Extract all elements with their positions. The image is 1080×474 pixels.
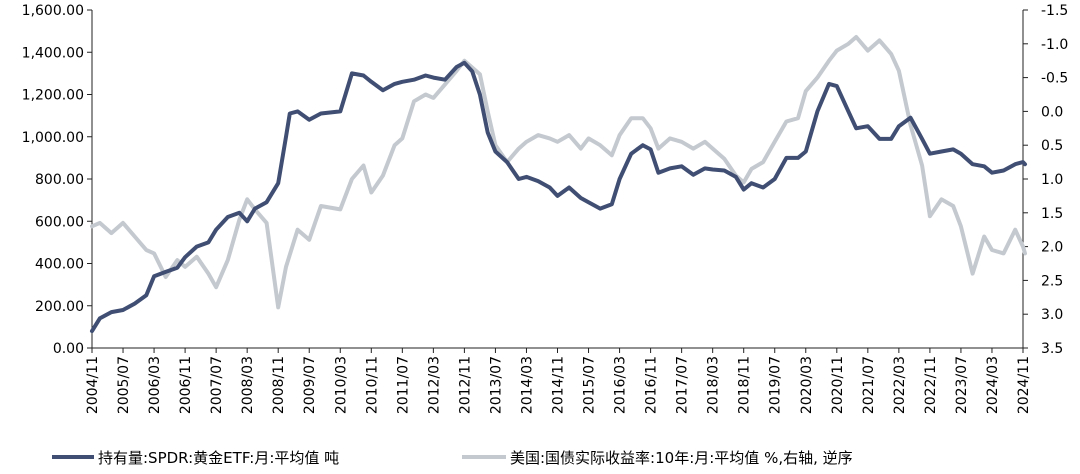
right-tick-label: 3.0 [1041, 307, 1063, 323]
x-tick-label: 2004/11 [85, 356, 101, 414]
x-tick-label: 2005/07 [116, 356, 132, 414]
x-tick-label: 2008/03 [240, 356, 256, 414]
x-tick-label: 2010/11 [364, 356, 380, 414]
x-tick-label: 2022/03 [892, 356, 908, 414]
x-tick-label: 2021/07 [861, 356, 877, 414]
right-tick-label: -0.5 [1041, 71, 1068, 87]
x-tick-label: 2023/07 [954, 356, 970, 414]
x-tick-label: 2009/07 [302, 356, 318, 414]
x-tick-label: 2020/03 [799, 356, 815, 414]
x-tick-label: 2014/03 [519, 356, 535, 414]
x-tick-label: 2012/11 [457, 356, 473, 414]
right-tick-label: 0.0 [1041, 104, 1063, 120]
x-tick-label: 2006/03 [147, 356, 163, 414]
plot-area: 0.00 200.00 400.00 600.00 800.00 1,000.00 1,20… [22, 3, 1069, 414]
left-tick-label: 200.00 [35, 299, 84, 315]
x-tick-label: 2012/03 [426, 356, 442, 414]
x-tick-label: 2014/11 [551, 356, 567, 414]
legend-label-gold: 持有量:SPDR:黄金ETF:月:平均值 吨 [98, 449, 339, 467]
left-tick-label: 1,600.00 [22, 3, 84, 19]
x-tick-label: 2013/07 [488, 356, 504, 414]
legend: 持有量:SPDR:黄金ETF:月:平均值 吨 美国:国债实际收益率:10年:月:… [52, 449, 853, 467]
x-tick-label: 2011/07 [395, 356, 411, 414]
x-tick-label: 2018/03 [706, 356, 722, 414]
right-tick-label: 1.0 [1041, 172, 1063, 188]
right-tick-label: 3.5 [1041, 341, 1063, 357]
x-tick-label: 2019/07 [768, 356, 784, 414]
left-tick-label: 800.00 [35, 172, 84, 188]
x-tick-label: 2010/03 [333, 356, 349, 414]
left-tick-label: 1,200.00 [22, 88, 84, 104]
series-line-us-10y-real-yield [90, 35, 1027, 310]
left-tick-label: 600.00 [35, 214, 84, 230]
right-tick-label: -1.5 [1041, 3, 1068, 19]
right-tick-label: 2.0 [1041, 240, 1063, 256]
series-line-spdr-gold-holdings [90, 60, 1027, 334]
right-tick-label: 1.5 [1041, 206, 1063, 222]
left-tick-label: 400.00 [35, 257, 84, 273]
x-tick-label: 2016/03 [613, 356, 629, 414]
x-tick-label: 2020/11 [830, 356, 846, 414]
right-y-tick-labels: -1.5 -1.0 -0.5 0.0 0.5 1.0 1.5 2.0 2.5 3.0 3.5 [1023, 3, 1068, 357]
x-tick-labels: 2004/11 2005/07 2006/03 2006/11 2007/07 2008/… [85, 348, 1032, 414]
legend-label-yield: 美国:国债实际收益率:10年:月:平均值 %,右轴, 逆序 [510, 449, 853, 467]
x-tick-label: 2015/07 [582, 356, 598, 414]
left-tick-label: 0.00 [53, 341, 84, 357]
right-tick-label: 0.5 [1041, 138, 1063, 154]
x-tick-label: 2007/07 [209, 356, 225, 414]
x-tick-label: 2006/11 [178, 356, 194, 414]
x-tick-label: 2022/11 [923, 356, 939, 414]
left-y-tick-labels: 0.00 200.00 400.00 600.00 800.00 1,000.00 1,20… [22, 3, 92, 357]
right-tick-label: -1.0 [1041, 37, 1068, 53]
x-tick-label: 2008/11 [271, 356, 287, 414]
x-tick-label: 2024/03 [985, 356, 1001, 414]
left-tick-label: 1,000.00 [22, 130, 84, 146]
x-tick-label: 2018/11 [737, 356, 753, 414]
x-tick-label: 2016/11 [644, 356, 660, 414]
x-tick-label: 2024/11 [1016, 356, 1032, 414]
right-tick-label: 2.5 [1041, 273, 1063, 289]
x-tick-label: 2017/07 [675, 356, 691, 414]
left-tick-label: 1,400.00 [22, 45, 84, 61]
